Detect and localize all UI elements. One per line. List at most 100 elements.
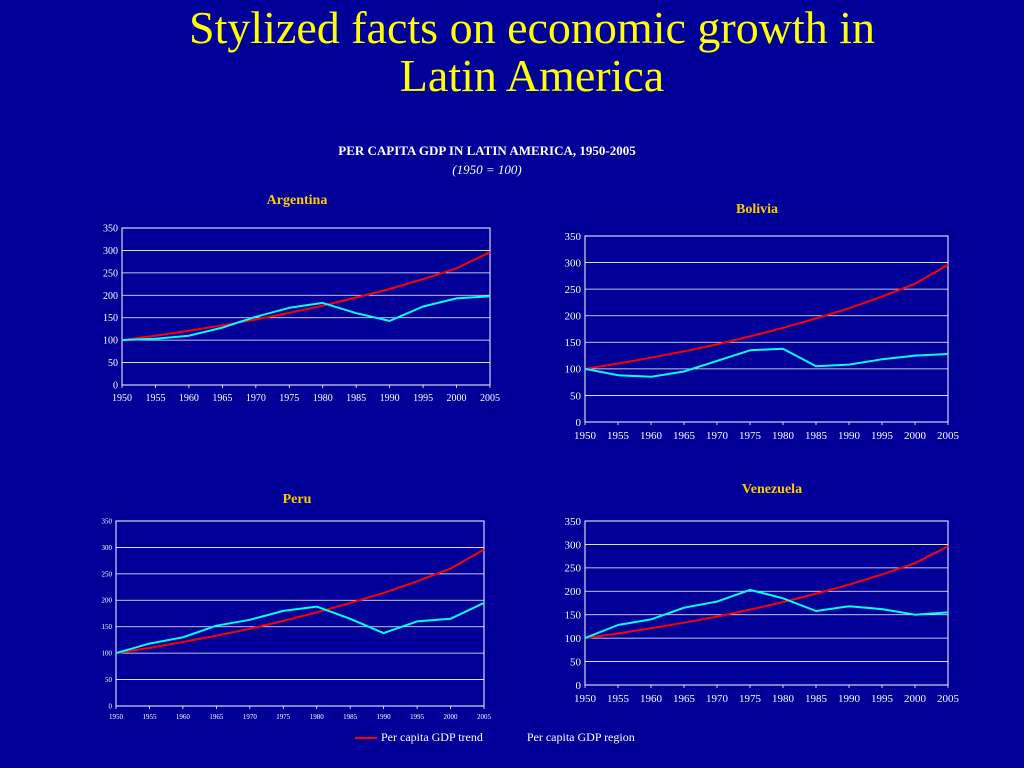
y-tick-label: 300 — [103, 246, 118, 257]
x-tick-label: 2005 — [937, 693, 960, 705]
y-tick-label: 200 — [565, 311, 582, 323]
x-tick-label: 1965 — [673, 693, 696, 705]
y-tick-label: 150 — [565, 610, 582, 622]
x-tick-label: 1990 — [380, 393, 400, 404]
y-tick-label: 100 — [565, 633, 582, 645]
series-line-region — [584, 588, 949, 640]
chart-peru: 0 50 100 150 200 250 300 350 1950 1955 1960 1965 197… — [102, 517, 492, 721]
chart-title-peru: Peru — [282, 492, 312, 507]
x-tick-label: 1985 — [805, 430, 828, 442]
x-tick-label: 1950 — [109, 713, 124, 721]
y-tick-label: 150 — [565, 337, 582, 349]
x-tick-label: 1995 — [871, 430, 894, 442]
y-tick-label: 0 — [576, 680, 582, 692]
x-tick-label: 1980 — [313, 393, 333, 404]
x-tick-label: 1965 — [212, 393, 232, 404]
y-tick-label: 200 — [103, 291, 118, 302]
y-tick-label: 250 — [565, 563, 582, 575]
x-tick-label: 1950 — [574, 430, 597, 442]
y-tick-label: 300 — [565, 539, 582, 551]
chart-venezuela: 0 50 100 150 200 250 300 350 1950 1955 1960 1965 197… — [565, 516, 960, 705]
x-tick-label: 1970 — [706, 430, 729, 442]
x-tick-label: 1990 — [838, 430, 861, 442]
x-tick-label: 1955 — [607, 430, 630, 442]
x-tick-label: 2000 — [904, 430, 927, 442]
x-tick-label: 1960 — [176, 713, 191, 721]
y-tick-label: 150 — [103, 313, 118, 324]
y-tick-label: 50 — [570, 656, 582, 668]
x-tick-label: 1965 — [209, 713, 224, 721]
x-tick-label: 1965 — [673, 430, 696, 442]
x-tick-label: 1995 — [871, 693, 894, 705]
x-tick-label: 1970 — [243, 713, 258, 721]
slide-title: Stylized facts on economic growth in Lat… — [0, 4, 1024, 100]
chart-bolivia: 0 50 100 150 200 250 300 350 1950 1955 1960 1965 197… — [565, 231, 960, 442]
slide-title-line-1: Stylized facts on economic growth in — [188, 2, 875, 53]
y-tick-label: 200 — [565, 586, 582, 598]
x-tick-label: 1955 — [142, 713, 157, 721]
plot-frame — [584, 235, 949, 423]
legend: Per capita GDP trend Per capita GDP regi… — [355, 730, 679, 745]
y-tick-label: 50 — [105, 676, 113, 684]
x-tick-label: 1950 — [574, 693, 597, 705]
plot-frame — [121, 227, 491, 386]
plot-frame — [115, 520, 485, 707]
y-tick-label: 350 — [565, 231, 582, 243]
x-tick-label: 1970 — [706, 693, 729, 705]
y-tick-label: 50 — [108, 358, 118, 369]
x-tick-label: 1960 — [640, 430, 663, 442]
legend-label-region: Per capita GDP region — [526, 730, 635, 744]
y-tick-label: 100 — [103, 336, 118, 347]
y-tick-label: 250 — [103, 268, 118, 279]
y-tick-label: 250 — [565, 284, 582, 296]
legend-item-region: Per capita GDP region — [527, 730, 635, 745]
legend-item-trend: Per capita GDP trend — [355, 730, 483, 745]
figure-subtitle: (1950 = 100) — [452, 162, 522, 177]
x-tick-label: 1960 — [179, 393, 199, 404]
x-tick-label: 1980 — [772, 693, 795, 705]
x-tick-label: 1970 — [246, 393, 266, 404]
x-tick-label: 1960 — [640, 693, 663, 705]
x-tick-label: 1985 — [343, 713, 358, 721]
y-tick-label: 300 — [102, 544, 113, 552]
x-tick-label: 1990 — [377, 713, 392, 721]
series-line-region — [584, 347, 949, 378]
y-tick-label: 0 — [113, 381, 118, 392]
x-tick-label: 2005 — [480, 393, 500, 404]
y-tick-label: 350 — [565, 516, 582, 528]
series-line-trend — [584, 263, 949, 370]
chart-argentina: 0 50 100 150 200 250 300 350 1950 1955 1960 1965 197… — [103, 224, 500, 405]
x-tick-label: 1990 — [838, 693, 861, 705]
y-tick-label: 250 — [102, 570, 113, 578]
figure-title: PER CAPITA GDP IN LATIN AMERICA, 1950-20… — [338, 143, 636, 158]
legend-swatch-trend — [355, 736, 377, 739]
series-line-trend — [584, 545, 949, 640]
x-tick-label: 1955 — [145, 393, 165, 404]
y-tick-label: 50 — [570, 390, 582, 402]
x-tick-label: 2005 — [477, 713, 492, 721]
x-tick-label: 1975 — [739, 430, 762, 442]
plot-frame — [584, 520, 949, 686]
series-line-trend — [115, 548, 485, 655]
series-line-region — [115, 601, 485, 655]
x-tick-label: 1995 — [413, 393, 433, 404]
series-line-region — [121, 295, 491, 342]
x-tick-label: 1975 — [279, 393, 299, 404]
y-tick-label: 0 — [576, 417, 582, 429]
y-tick-label: 100 — [565, 364, 582, 376]
x-tick-label: 2005 — [937, 430, 960, 442]
y-tick-label: 350 — [102, 517, 113, 525]
x-tick-label: 1995 — [410, 713, 425, 721]
y-tick-label: 200 — [102, 597, 113, 605]
y-tick-label: 0 — [109, 702, 113, 710]
y-tick-label: 350 — [103, 224, 118, 235]
x-tick-label: 1975 — [739, 693, 762, 705]
x-tick-label: 2000 — [444, 713, 459, 721]
x-tick-label: 2000 — [447, 393, 467, 404]
chart-title-venezuela: Venezuela — [741, 482, 803, 497]
slide-title-line-2: Latin America — [399, 50, 665, 101]
x-tick-label: 1985 — [346, 393, 366, 404]
x-tick-label: 1980 — [772, 430, 795, 442]
series-line-trend — [121, 251, 491, 342]
chart-title-argentina: Argentina — [266, 193, 328, 208]
